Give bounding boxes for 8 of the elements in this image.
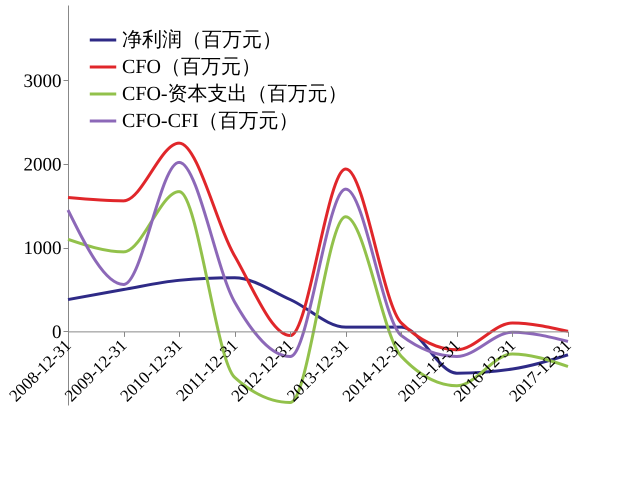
legend-label: CFO-CFI（百万元） <box>122 110 299 132</box>
legend-label: CFO-资本支出（百万元） <box>122 83 348 105</box>
y-tick-label: 1000 <box>24 238 62 260</box>
y-tick-label: 2000 <box>24 154 62 176</box>
y-tick-label: 3000 <box>24 70 62 92</box>
legend-label: CFO（百万元） <box>122 56 261 78</box>
y-tick-label: 0 <box>52 322 62 343</box>
legend-label: 净利润（百万元） <box>122 29 282 51</box>
